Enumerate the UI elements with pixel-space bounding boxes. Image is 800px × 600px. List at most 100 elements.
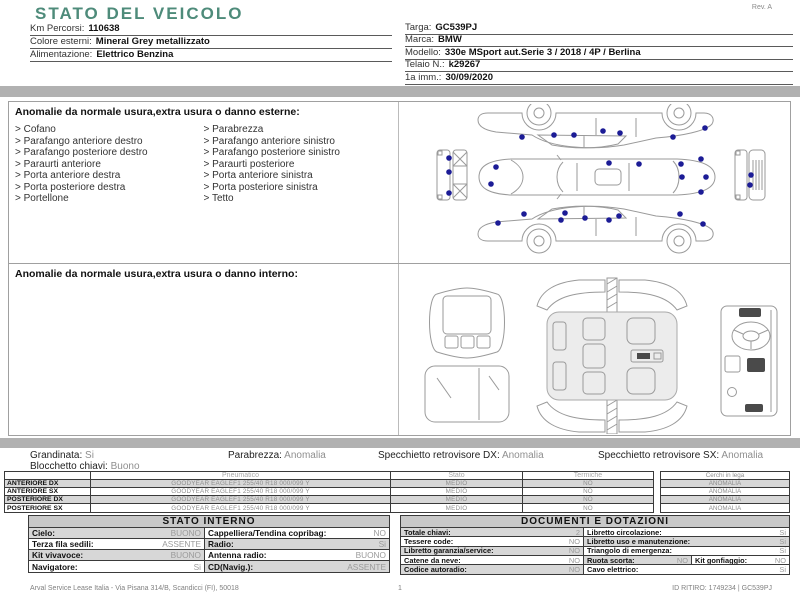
table-cell: CD(Navig.): ASSENTE xyxy=(205,561,389,572)
tire-position: POSTERIORE SX xyxy=(5,504,91,512)
footer-page-number: 1 xyxy=(398,585,402,592)
alloy-wheels-table: Cerchi in lega ANOMALIA ANOMALIA ANOMALI… xyxy=(660,471,790,513)
interior-diagram-panel xyxy=(399,264,790,435)
tire-spec: GOODYEAR EAGLEF1 255/40 R18 000/099 Y xyxy=(91,488,391,496)
exterior-car-diagram xyxy=(436,104,766,254)
stato-interno-table: STATO INTERNO Cielo: BUONO Cappelliera/Te… xyxy=(28,515,390,573)
tire-winter: NO xyxy=(523,488,653,496)
exterior-diagram-panel xyxy=(399,102,790,263)
interior-car-diagram xyxy=(424,277,778,434)
documenti-dotazioni-table: DOCUMENTI E DOTAZIONI Totale chiavi: 2 Li… xyxy=(400,515,790,576)
field-value: GC539PJ xyxy=(435,22,478,33)
anomaly-item: Porta anteriore destra xyxy=(15,170,204,182)
table-cell: Libretto circolazione: Si xyxy=(584,528,789,538)
anomaly-item: Porta posteriore destra xyxy=(15,182,204,194)
summary-value: Anomalia xyxy=(721,450,764,461)
tire-winter: NO xyxy=(523,496,653,504)
tire-row: POSTERIORE SX GOODYEAR EAGLEF1 255/40 R1… xyxy=(5,504,653,512)
header-fields-right: Targa: GC539PJ Marca: BMW Modello: 330e … xyxy=(405,22,793,85)
field-km-percorsi: Km Percorsi: 110638 xyxy=(30,23,392,36)
stato-interno-title: STATO INTERNO xyxy=(29,516,389,528)
field-prima-immatricolazione: 1a imm.: 30/09/2020 xyxy=(405,72,793,85)
tire-spec: GOODYEAR EAGLEF1 255/40 R18 000/099 Y xyxy=(91,496,391,504)
field-label: Alimentazione: xyxy=(30,49,93,60)
summary-grandinata: Grandinata: Si xyxy=(30,450,94,461)
tire-header-stato: Stato xyxy=(391,472,523,480)
tire-row: POSTERIORE DX GOODYEAR EAGLEF1 255/40 R1… xyxy=(5,496,653,504)
tire-winter: NO xyxy=(583,504,593,512)
table-row: Navigatore: Si CD(Navig.): ASSENTE xyxy=(29,561,389,572)
table-row: Libretto garanzia/service: NO Triangolo d… xyxy=(401,546,789,556)
field-alimentazione: Alimentazione: Elettrico Benzina xyxy=(30,49,392,62)
alloy-value: ANOMALIA xyxy=(661,496,789,504)
table-row: Catene da neve: NO Ruota scorta: NO Kit go… xyxy=(401,555,789,566)
table-cell: Triangolo di emergenza: Si xyxy=(584,547,789,556)
table-cell: Codice autoradio: NO xyxy=(401,565,584,575)
tire-position: ANTERIORE SX xyxy=(5,488,91,496)
tire-header-empty xyxy=(5,472,91,480)
interior-section: Anomalie da normale usura,extra usura o … xyxy=(9,264,790,435)
field-value: 330e MSport aut.Serie 3 / 2018 / 4P / Be… xyxy=(444,47,641,58)
table-row: Kit vivavoce: BUONO Antenna radio: BUONO xyxy=(29,550,389,561)
alloy-value: ANOMALIA xyxy=(661,488,789,496)
alloy-header: Cerchi in lega xyxy=(661,472,789,480)
tire-position: POSTERIORE DX xyxy=(5,496,91,504)
field-marca: Marca: BMW xyxy=(405,35,793,47)
summary-value: Buono xyxy=(110,461,140,472)
field-label: 1a imm.: xyxy=(405,72,442,83)
summary-blocchetto-chiavi: Blocchetto chiavi: Buono xyxy=(30,461,140,472)
table-cell: Tessere code: NO xyxy=(401,537,584,547)
anomaly-item: Parafango anteriore destro xyxy=(15,136,204,148)
summary-label: Grandinata: xyxy=(30,450,83,461)
footer-id-ritiro: ID RITIRO: 1749234 | GC539PJ xyxy=(672,585,772,592)
tire-header-row: Pneumatico Stato Termiche xyxy=(5,472,653,480)
anomaly-item: Paraurti anteriore xyxy=(15,159,204,171)
anomaly-item: Parafango posteriore sinistro xyxy=(204,147,393,159)
damage-markers xyxy=(446,125,754,227)
anomaly-item: Cofano xyxy=(15,124,204,136)
table-cell: Libretto uso e manutenzione: Si xyxy=(584,537,789,547)
documenti-title: DOCUMENTI E DOTAZIONI xyxy=(401,516,789,528)
anomaly-item: Parafango posteriore destro xyxy=(15,147,204,159)
field-label: Colore esterni: xyxy=(30,36,92,47)
tire-state: MEDIO xyxy=(391,480,523,488)
anomaly-item: Porta posteriore sinistra xyxy=(204,182,393,194)
field-modello: Modello: 330e MSport aut.Serie 3 / 2018 … xyxy=(405,47,793,60)
field-value: 30/09/2020 xyxy=(445,72,493,83)
page-title: STATO DEL VEICOLO xyxy=(35,4,244,23)
alloy-value: ANOMALIA xyxy=(661,480,789,488)
anomaly-item: Tetto xyxy=(204,193,393,205)
table-row: Codice autoradio: NO Cavo elettrico: Si xyxy=(401,565,789,575)
table-cell: Cielo: BUONO xyxy=(29,528,205,539)
table-cell: Kit vivavoce: BUONO xyxy=(29,550,205,561)
table-row: Tessere code: NO Libretto uso e manutenzi… xyxy=(401,537,789,547)
table-cell: Ruota scorta: NO xyxy=(584,555,692,566)
anomaly-item: Parafango anteriore sinistro xyxy=(204,136,393,148)
tire-row: ANTERIORE SX GOODYEAR EAGLEF1 255/40 R18… xyxy=(5,488,653,496)
anomaly-item: Porta anteriore sinistra xyxy=(204,170,393,182)
interior-anomalies-title: Anomalie da normale usura,extra usura o … xyxy=(15,268,298,280)
summary-label: Blocchetto chiavi: xyxy=(30,461,108,472)
separator-bar xyxy=(0,438,800,448)
table-cell: Totale chiavi: 2 xyxy=(401,528,584,538)
separator-bar xyxy=(0,86,800,97)
tire-row: ANTERIORE DX GOODYEAR EAGLEF1 255/40 R18… xyxy=(5,480,653,488)
tire-winter: NO xyxy=(523,480,653,488)
summary-label: Parabrezza: xyxy=(228,450,282,461)
footer-company: Arval Service Lease Italia - Via Pisana … xyxy=(30,585,239,592)
field-label: Telaio N.: xyxy=(405,59,445,71)
field-label: Modello: xyxy=(405,47,441,58)
table-cell: Cappelliera/Tendina copribag: NO xyxy=(205,528,389,539)
table-cell: Catene da neve: NO xyxy=(401,555,584,566)
table-row: Totale chiavi: 2 Libretto circolazione: Si xyxy=(401,528,789,538)
tire-state: MEDIO xyxy=(391,488,523,496)
summary-label: Specchietto retrovisore SX: xyxy=(598,450,720,461)
table-cell: Cavo elettrico: Si xyxy=(587,565,786,575)
table-row: Terza fila sedili: ASSENTE Radio: Si xyxy=(29,539,389,550)
exterior-list-left: Cofano Parafango anteriore destro Parafa… xyxy=(15,124,204,205)
table-row: Cielo: BUONO Cappelliera/Tendina copribag… xyxy=(29,528,389,539)
field-value: k29267 xyxy=(448,59,481,71)
summary-specchietto-dx: Specchietto retrovisore DX: Anomalia xyxy=(378,450,544,461)
alloy-value: ANOMALIA xyxy=(708,504,742,512)
